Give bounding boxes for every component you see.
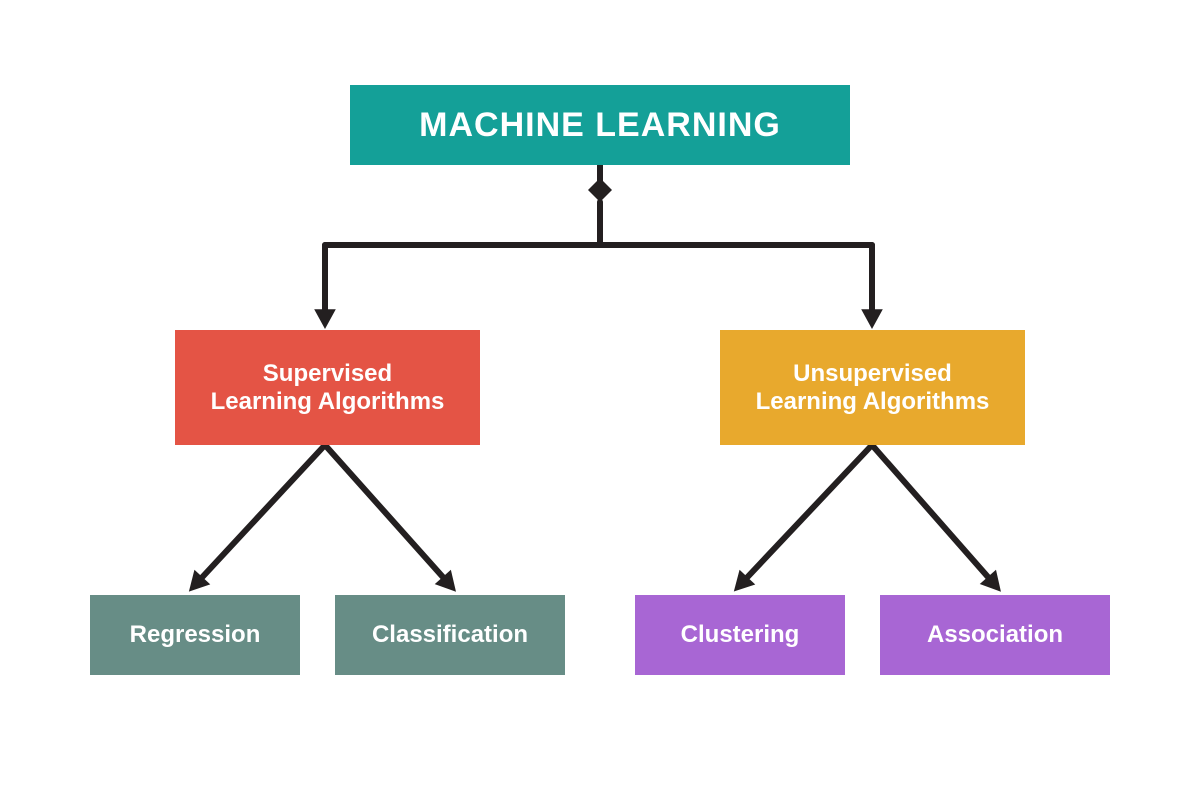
clustering-label: Clustering [681, 621, 800, 649]
node-clustering: Clustering [635, 595, 845, 675]
supervised-label-line1: Supervised [211, 360, 445, 388]
node-association: Association [880, 595, 1110, 675]
node-supervised: Supervised Learning Algorithms [175, 330, 480, 445]
root-node-machine-learning: MACHINE LEARNING [350, 85, 850, 165]
node-regression: Regression [90, 595, 300, 675]
node-classification: Classification [335, 595, 565, 675]
root-label: MACHINE LEARNING [419, 106, 781, 145]
unsupervised-label-line1: Unsupervised [756, 360, 990, 388]
node-unsupervised: Unsupervised Learning Algorithms [720, 330, 1025, 445]
regression-label: Regression [130, 621, 261, 649]
unsupervised-label-line2: Learning Algorithms [756, 388, 990, 416]
association-label: Association [927, 621, 1063, 649]
classification-label: Classification [372, 621, 528, 649]
supervised-label-line2: Learning Algorithms [211, 388, 445, 416]
